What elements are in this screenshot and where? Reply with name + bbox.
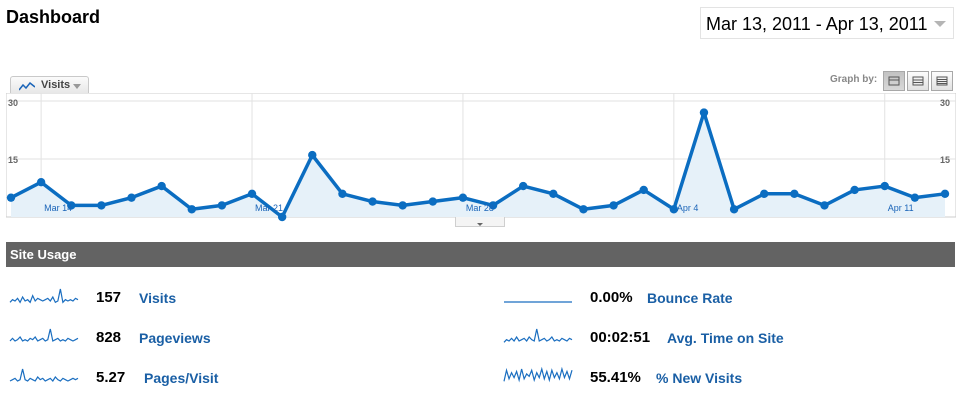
data-point[interactable]: [67, 201, 76, 210]
month-view-icon: [936, 76, 948, 86]
page-title: Dashboard: [6, 7, 101, 27]
y-axis-mid-right: 15: [940, 155, 951, 165]
sparkline-pages-per-visit: [9, 368, 79, 382]
stat-visits[interactable]: 157 Visits: [8, 287, 308, 309]
stat-label-link[interactable]: Pages/Visit: [144, 370, 219, 386]
chevron-down-icon: [934, 21, 946, 27]
data-point[interactable]: [760, 189, 769, 198]
sparkline-avg-time-on-site: [503, 328, 573, 343]
data-point[interactable]: [518, 181, 528, 191]
data-point[interactable]: [549, 189, 558, 198]
stat-value: 5.27: [96, 369, 126, 386]
stat-label-link[interactable]: Visits: [139, 290, 177, 306]
data-point[interactable]: [820, 201, 829, 210]
metric-selector-label: Visits: [41, 79, 71, 91]
visits-chart: Mar 14 Mar 21 Mar 28 Apr 4 Apr 11 30 15 30 1…: [5, 92, 957, 228]
date-range-label: Mar 13, 2011 - Apr 13, 2011: [706, 14, 928, 34]
data-point[interactable]: [729, 205, 739, 214]
site-usage-header: Site Usage: [6, 242, 955, 267]
stat-pages-per-visit[interactable]: 5.27 Pages/Visit: [8, 367, 308, 389]
data-point[interactable]: [488, 201, 498, 210]
data-point[interactable]: [609, 201, 618, 210]
data-point[interactable]: [850, 185, 859, 195]
sparkline-path: [503, 367, 573, 383]
sparkline-path: [9, 368, 79, 382]
data-point[interactable]: [277, 212, 287, 222]
day-view-icon: [888, 76, 900, 86]
x-axis-tick-label: Mar 28: [466, 203, 494, 213]
graph-by-month-button[interactable]: [931, 71, 953, 91]
caret-down-icon: [477, 223, 483, 226]
data-point[interactable]: [247, 189, 257, 198]
x-axis-tick-label: Apr 4: [677, 203, 699, 213]
data-point[interactable]: [579, 205, 588, 214]
graph-by-day-button[interactable]: [883, 71, 905, 91]
stat-label-link[interactable]: Bounce Rate: [647, 290, 733, 306]
stat-new-visits[interactable]: 55.41% % New Visits: [502, 367, 842, 389]
data-point[interactable]: [910, 193, 920, 202]
sparkline-visits: [9, 288, 79, 304]
data-point[interactable]: [940, 189, 950, 198]
data-point[interactable]: [398, 201, 407, 210]
stat-value: 828: [96, 329, 122, 346]
sparkline-new-visits: [503, 367, 573, 383]
graph-by-label: Graph by:: [830, 74, 878, 85]
y-axis-top-left: 30: [8, 98, 19, 108]
data-point[interactable]: [217, 201, 227, 210]
data-point[interactable]: [428, 197, 438, 206]
data-point[interactable]: [127, 193, 136, 202]
stat-label-link[interactable]: % New Visits: [656, 370, 743, 386]
data-point[interactable]: [308, 150, 317, 160]
line-chart-icon: [19, 82, 35, 91]
x-axis-tick-label: Mar 21: [255, 203, 283, 213]
series-line-visits: [10, 110, 946, 219]
data-point[interactable]: [97, 201, 106, 210]
stat-pageviews[interactable]: 828 Pageviews: [8, 327, 308, 349]
stat-value: 55.41%: [590, 369, 641, 386]
caret-down-icon: [73, 84, 81, 89]
stat-value: 157: [96, 289, 122, 306]
week-view-icon: [912, 76, 924, 86]
date-range-picker[interactable]: Mar 13, 2011 - Apr 13, 2011: [700, 7, 954, 39]
data-point[interactable]: [639, 185, 648, 195]
stat-value: 0.00%: [590, 289, 633, 306]
sparkline-bounce-rate: [504, 301, 572, 303]
data-point[interactable]: [368, 197, 377, 206]
x-axis-tick-label: Mar 14: [44, 203, 72, 213]
sparkline-path: [503, 328, 573, 343]
y-axis-top-right: 30: [940, 98, 951, 108]
sparkline-path: [9, 328, 79, 342]
sparkline-pageviews: [9, 328, 79, 342]
data-point[interactable]: [458, 193, 468, 202]
data-point[interactable]: [6, 193, 16, 202]
site-usage-title: Site Usage: [10, 247, 77, 262]
stat-avg-time-on-site[interactable]: 00:02:51 Avg. Time on Site: [502, 327, 842, 349]
data-point[interactable]: [36, 178, 46, 187]
sparkline-path: [9, 288, 79, 304]
stat-bounce-rate[interactable]: 0.00% Bounce Rate: [502, 287, 842, 309]
metric-selector[interactable]: Visits: [10, 76, 89, 94]
y-axis-mid-left: 15: [8, 155, 19, 165]
data-point[interactable]: [157, 181, 166, 191]
graph-by-week-button[interactable]: [907, 71, 929, 91]
data-point[interactable]: [669, 205, 679, 214]
stat-label-link[interactable]: Pageviews: [139, 330, 211, 346]
chart-collapse-handle[interactable]: [455, 217, 505, 227]
data-point[interactable]: [187, 205, 196, 214]
data-point[interactable]: [790, 189, 799, 198]
stat-value: 00:02:51: [590, 329, 651, 346]
stat-label-link[interactable]: Avg. Time on Site: [667, 330, 784, 346]
data-point[interactable]: [338, 189, 347, 198]
visits-chart-svg: Mar 14 Mar 21 Mar 28 Apr 4 Apr 11: [5, 92, 957, 222]
data-point[interactable]: [699, 108, 709, 117]
x-axis-tick-label: Apr 11: [888, 203, 914, 213]
data-point[interactable]: [880, 181, 889, 191]
